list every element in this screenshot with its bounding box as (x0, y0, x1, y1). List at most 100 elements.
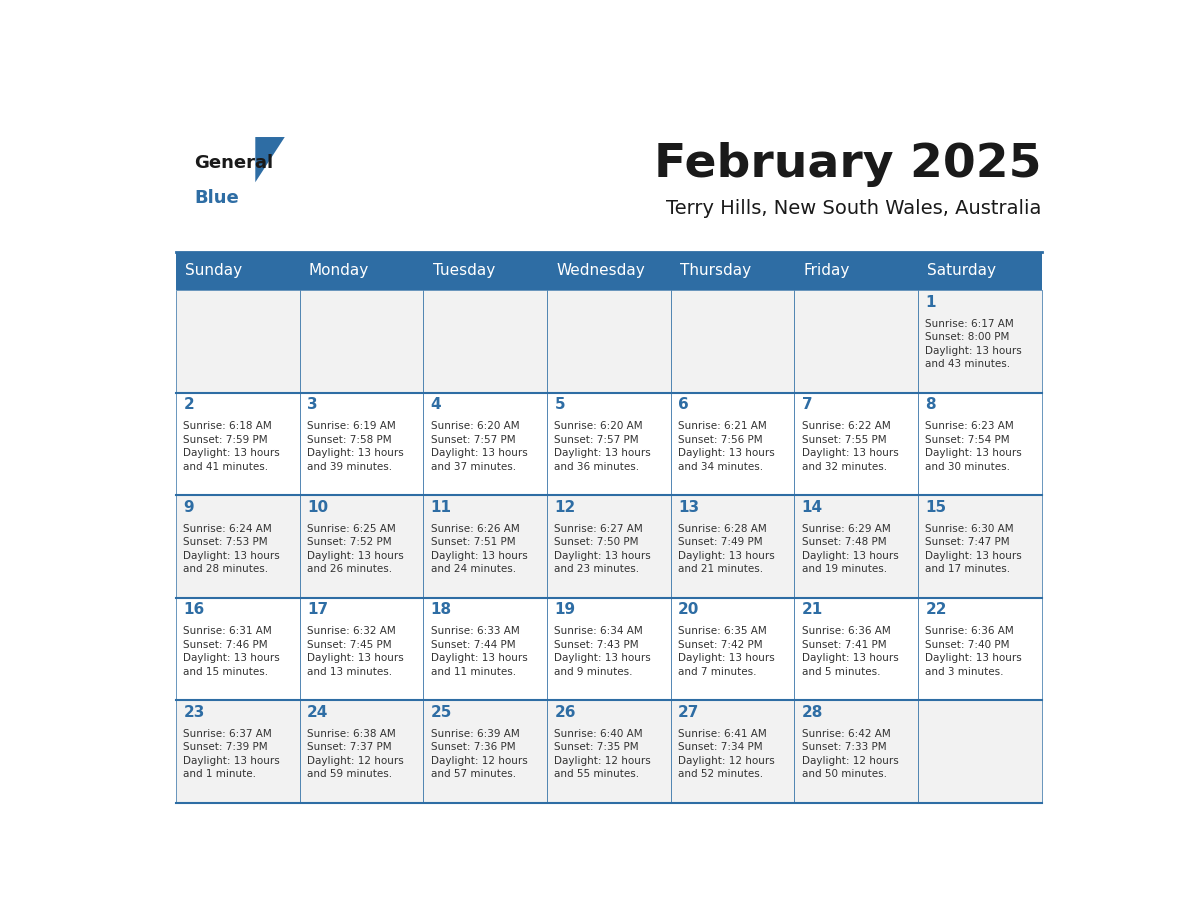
Bar (795, 700, 918, 803)
Text: Sunrise: 6:23 AM
Sunset: 7:54 PM
Daylight: 13 hours
and 30 minutes.: Sunrise: 6:23 AM Sunset: 7:54 PM Dayligh… (925, 421, 1022, 472)
Text: Sunrise: 6:22 AM
Sunset: 7:55 PM
Daylight: 13 hours
and 32 minutes.: Sunrise: 6:22 AM Sunset: 7:55 PM Dayligh… (802, 421, 898, 472)
Bar (176, 290, 299, 393)
Text: 28: 28 (802, 705, 823, 720)
Text: 25: 25 (431, 705, 453, 720)
Text: Sunrise: 6:29 AM
Sunset: 7:48 PM
Daylight: 13 hours
and 19 minutes.: Sunrise: 6:29 AM Sunset: 7:48 PM Dayligh… (802, 523, 898, 575)
Text: 19: 19 (555, 602, 575, 617)
Text: Sunrise: 6:39 AM
Sunset: 7:36 PM
Daylight: 12 hours
and 57 minutes.: Sunrise: 6:39 AM Sunset: 7:36 PM Dayligh… (431, 729, 527, 779)
Bar (918, 496, 1042, 598)
Text: Wednesday: Wednesday (556, 263, 645, 278)
Text: 18: 18 (431, 602, 451, 617)
Bar (423, 700, 546, 803)
Text: 6: 6 (678, 397, 689, 412)
Bar (918, 290, 1042, 393)
Text: February 2025: February 2025 (655, 142, 1042, 187)
Text: Sunrise: 6:31 AM
Sunset: 7:46 PM
Daylight: 13 hours
and 15 minutes.: Sunrise: 6:31 AM Sunset: 7:46 PM Dayligh… (183, 626, 280, 677)
Bar (299, 290, 423, 393)
Bar (176, 252, 1042, 290)
Text: 20: 20 (678, 602, 700, 617)
Bar (423, 496, 546, 598)
Text: Sunrise: 6:19 AM
Sunset: 7:58 PM
Daylight: 13 hours
and 39 minutes.: Sunrise: 6:19 AM Sunset: 7:58 PM Dayligh… (308, 421, 404, 472)
Text: Sunrise: 6:17 AM
Sunset: 8:00 PM
Daylight: 13 hours
and 43 minutes.: Sunrise: 6:17 AM Sunset: 8:00 PM Dayligh… (925, 319, 1022, 369)
Text: 1: 1 (925, 295, 936, 309)
Text: Sunrise: 6:27 AM
Sunset: 7:50 PM
Daylight: 13 hours
and 23 minutes.: Sunrise: 6:27 AM Sunset: 7:50 PM Dayligh… (555, 523, 651, 575)
Bar (918, 700, 1042, 803)
Text: 17: 17 (308, 602, 328, 617)
Text: Sunrise: 6:24 AM
Sunset: 7:53 PM
Daylight: 13 hours
and 28 minutes.: Sunrise: 6:24 AM Sunset: 7:53 PM Dayligh… (183, 523, 280, 575)
Text: 22: 22 (925, 602, 947, 617)
Bar (795, 290, 918, 393)
Bar (176, 700, 299, 803)
Bar (546, 700, 671, 803)
Text: Sunrise: 6:36 AM
Sunset: 7:40 PM
Daylight: 13 hours
and 3 minutes.: Sunrise: 6:36 AM Sunset: 7:40 PM Dayligh… (925, 626, 1022, 677)
Bar (671, 393, 795, 496)
Text: 11: 11 (431, 499, 451, 515)
Text: Thursday: Thursday (680, 263, 751, 278)
Bar (795, 393, 918, 496)
Bar (795, 496, 918, 598)
Bar (176, 598, 299, 700)
Text: 21: 21 (802, 602, 823, 617)
Text: 14: 14 (802, 499, 823, 515)
Bar (176, 496, 299, 598)
Text: 9: 9 (183, 499, 194, 515)
Text: 5: 5 (555, 397, 565, 412)
Bar (423, 393, 546, 496)
Text: Sunrise: 6:38 AM
Sunset: 7:37 PM
Daylight: 12 hours
and 59 minutes.: Sunrise: 6:38 AM Sunset: 7:37 PM Dayligh… (308, 729, 404, 779)
Text: 24: 24 (308, 705, 329, 720)
Text: 4: 4 (431, 397, 442, 412)
Text: Sunrise: 6:40 AM
Sunset: 7:35 PM
Daylight: 12 hours
and 55 minutes.: Sunrise: 6:40 AM Sunset: 7:35 PM Dayligh… (555, 729, 651, 779)
Text: Terry Hills, New South Wales, Australia: Terry Hills, New South Wales, Australia (666, 198, 1042, 218)
Text: 27: 27 (678, 705, 700, 720)
Text: Saturday: Saturday (927, 263, 997, 278)
Text: Sunrise: 6:34 AM
Sunset: 7:43 PM
Daylight: 13 hours
and 9 minutes.: Sunrise: 6:34 AM Sunset: 7:43 PM Dayligh… (555, 626, 651, 677)
Bar (423, 290, 546, 393)
Text: Sunday: Sunday (185, 263, 242, 278)
Text: 10: 10 (308, 499, 328, 515)
Text: 15: 15 (925, 499, 947, 515)
Bar (671, 598, 795, 700)
Bar (299, 598, 423, 700)
Text: Sunrise: 6:35 AM
Sunset: 7:42 PM
Daylight: 13 hours
and 7 minutes.: Sunrise: 6:35 AM Sunset: 7:42 PM Dayligh… (678, 626, 775, 677)
Bar (299, 700, 423, 803)
Bar (671, 496, 795, 598)
Text: General: General (195, 154, 273, 172)
Bar (671, 290, 795, 393)
Bar (918, 393, 1042, 496)
Bar (299, 496, 423, 598)
Text: 7: 7 (802, 397, 813, 412)
Bar (176, 393, 299, 496)
Text: Sunrise: 6:18 AM
Sunset: 7:59 PM
Daylight: 13 hours
and 41 minutes.: Sunrise: 6:18 AM Sunset: 7:59 PM Dayligh… (183, 421, 280, 472)
Text: Sunrise: 6:41 AM
Sunset: 7:34 PM
Daylight: 12 hours
and 52 minutes.: Sunrise: 6:41 AM Sunset: 7:34 PM Dayligh… (678, 729, 775, 779)
Text: Sunrise: 6:36 AM
Sunset: 7:41 PM
Daylight: 13 hours
and 5 minutes.: Sunrise: 6:36 AM Sunset: 7:41 PM Dayligh… (802, 626, 898, 677)
Text: Sunrise: 6:21 AM
Sunset: 7:56 PM
Daylight: 13 hours
and 34 minutes.: Sunrise: 6:21 AM Sunset: 7:56 PM Dayligh… (678, 421, 775, 472)
Text: Sunrise: 6:28 AM
Sunset: 7:49 PM
Daylight: 13 hours
and 21 minutes.: Sunrise: 6:28 AM Sunset: 7:49 PM Dayligh… (678, 523, 775, 575)
Text: Sunrise: 6:20 AM
Sunset: 7:57 PM
Daylight: 13 hours
and 37 minutes.: Sunrise: 6:20 AM Sunset: 7:57 PM Dayligh… (431, 421, 527, 472)
Bar (546, 290, 671, 393)
Bar (671, 700, 795, 803)
Text: 2: 2 (183, 397, 194, 412)
Bar (918, 598, 1042, 700)
Text: Sunrise: 6:30 AM
Sunset: 7:47 PM
Daylight: 13 hours
and 17 minutes.: Sunrise: 6:30 AM Sunset: 7:47 PM Dayligh… (925, 523, 1022, 575)
Bar (546, 393, 671, 496)
Text: Sunrise: 6:42 AM
Sunset: 7:33 PM
Daylight: 12 hours
and 50 minutes.: Sunrise: 6:42 AM Sunset: 7:33 PM Dayligh… (802, 729, 898, 779)
Text: 8: 8 (925, 397, 936, 412)
Text: 12: 12 (555, 499, 576, 515)
Text: Monday: Monday (309, 263, 369, 278)
Text: 23: 23 (183, 705, 204, 720)
Text: 26: 26 (555, 705, 576, 720)
Bar (546, 598, 671, 700)
Text: 13: 13 (678, 499, 700, 515)
Text: Sunrise: 6:33 AM
Sunset: 7:44 PM
Daylight: 13 hours
and 11 minutes.: Sunrise: 6:33 AM Sunset: 7:44 PM Dayligh… (431, 626, 527, 677)
Text: Sunrise: 6:26 AM
Sunset: 7:51 PM
Daylight: 13 hours
and 24 minutes.: Sunrise: 6:26 AM Sunset: 7:51 PM Dayligh… (431, 523, 527, 575)
Text: Sunrise: 6:32 AM
Sunset: 7:45 PM
Daylight: 13 hours
and 13 minutes.: Sunrise: 6:32 AM Sunset: 7:45 PM Dayligh… (308, 626, 404, 677)
Text: 3: 3 (308, 397, 317, 412)
Text: 16: 16 (183, 602, 204, 617)
Bar (546, 496, 671, 598)
Bar (299, 393, 423, 496)
Text: Sunrise: 6:37 AM
Sunset: 7:39 PM
Daylight: 13 hours
and 1 minute.: Sunrise: 6:37 AM Sunset: 7:39 PM Dayligh… (183, 729, 280, 779)
Bar (423, 598, 546, 700)
Text: Sunrise: 6:20 AM
Sunset: 7:57 PM
Daylight: 13 hours
and 36 minutes.: Sunrise: 6:20 AM Sunset: 7:57 PM Dayligh… (555, 421, 651, 472)
Polygon shape (255, 137, 285, 183)
Text: Tuesday: Tuesday (432, 263, 495, 278)
